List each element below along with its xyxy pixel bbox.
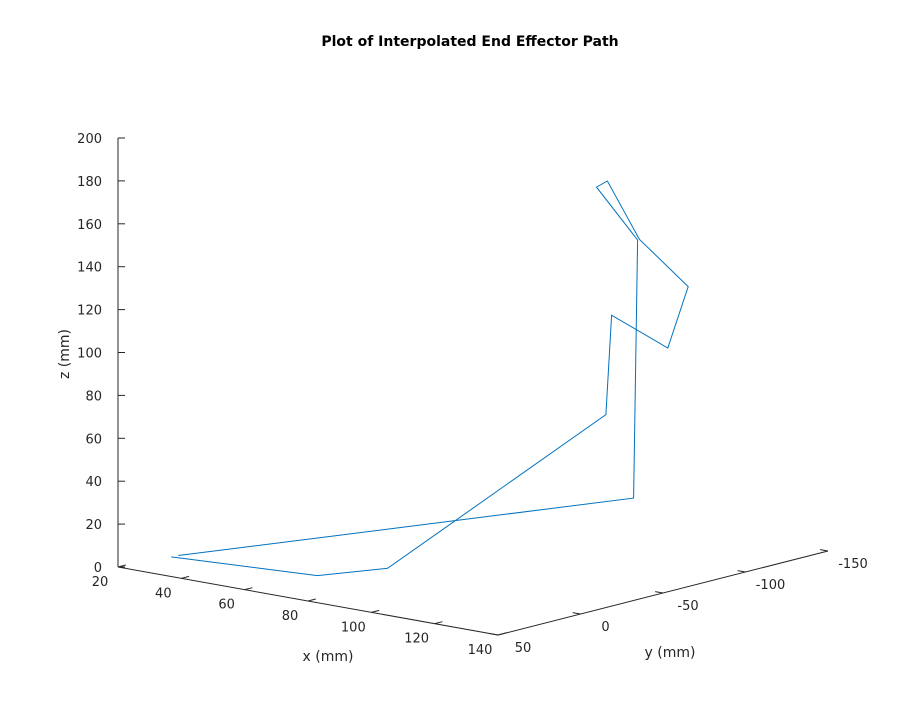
y-tick xyxy=(572,612,581,615)
x-tick-label: 80 xyxy=(282,609,299,624)
z-tick-label: 40 xyxy=(85,475,102,490)
z-tick-label: 0 xyxy=(94,561,102,576)
x-tick-label: 20 xyxy=(92,575,109,590)
z-tick-label: 200 xyxy=(77,132,102,147)
end-effector-path-line xyxy=(171,180,689,577)
z-tick-label: 60 xyxy=(85,432,102,447)
x-tick xyxy=(371,609,380,613)
chart-title: Plot of Interpolated End Effector Path xyxy=(321,34,618,50)
y-tick-label: -50 xyxy=(677,599,698,614)
x-tick xyxy=(117,564,126,568)
y-axis-label: y (mm) xyxy=(645,645,696,661)
z-tick-label: 160 xyxy=(77,218,102,233)
z-tick-label: 80 xyxy=(85,389,102,404)
y-tick xyxy=(737,570,746,573)
y-tick-label: 50 xyxy=(515,641,532,656)
z-tick-label: 180 xyxy=(77,175,102,190)
z-axis-label: z (mm) xyxy=(57,329,73,379)
x-tick xyxy=(434,621,443,625)
z-tick-label: 140 xyxy=(77,261,102,276)
x-tick-label: 60 xyxy=(218,598,235,613)
z-tick-label: 100 xyxy=(77,347,102,362)
x-tick-label: 100 xyxy=(341,620,366,635)
x-tick-label: 120 xyxy=(404,632,429,647)
tick-labels: 0204060801001201401601802002040608010012… xyxy=(77,132,868,658)
y-tick xyxy=(820,549,829,552)
x-axis-label: x (mm) xyxy=(303,649,354,665)
x-tick xyxy=(181,575,190,579)
x-tick xyxy=(497,632,506,636)
x-tick xyxy=(307,598,316,602)
x-tick xyxy=(244,587,253,591)
axes-box xyxy=(117,138,829,636)
tick-marks xyxy=(117,137,829,636)
y-tick xyxy=(655,591,664,594)
x-tick-label: 40 xyxy=(155,586,172,601)
x-tick-label: 140 xyxy=(468,643,493,658)
z-tick-label: 20 xyxy=(85,518,102,533)
y-tick xyxy=(490,633,499,636)
z-tick-label: 120 xyxy=(77,304,102,319)
y-tick-label: -150 xyxy=(838,557,868,572)
series-layer xyxy=(171,180,689,577)
y-tick-label: -100 xyxy=(756,578,786,593)
y-tick-label: 0 xyxy=(601,620,609,635)
